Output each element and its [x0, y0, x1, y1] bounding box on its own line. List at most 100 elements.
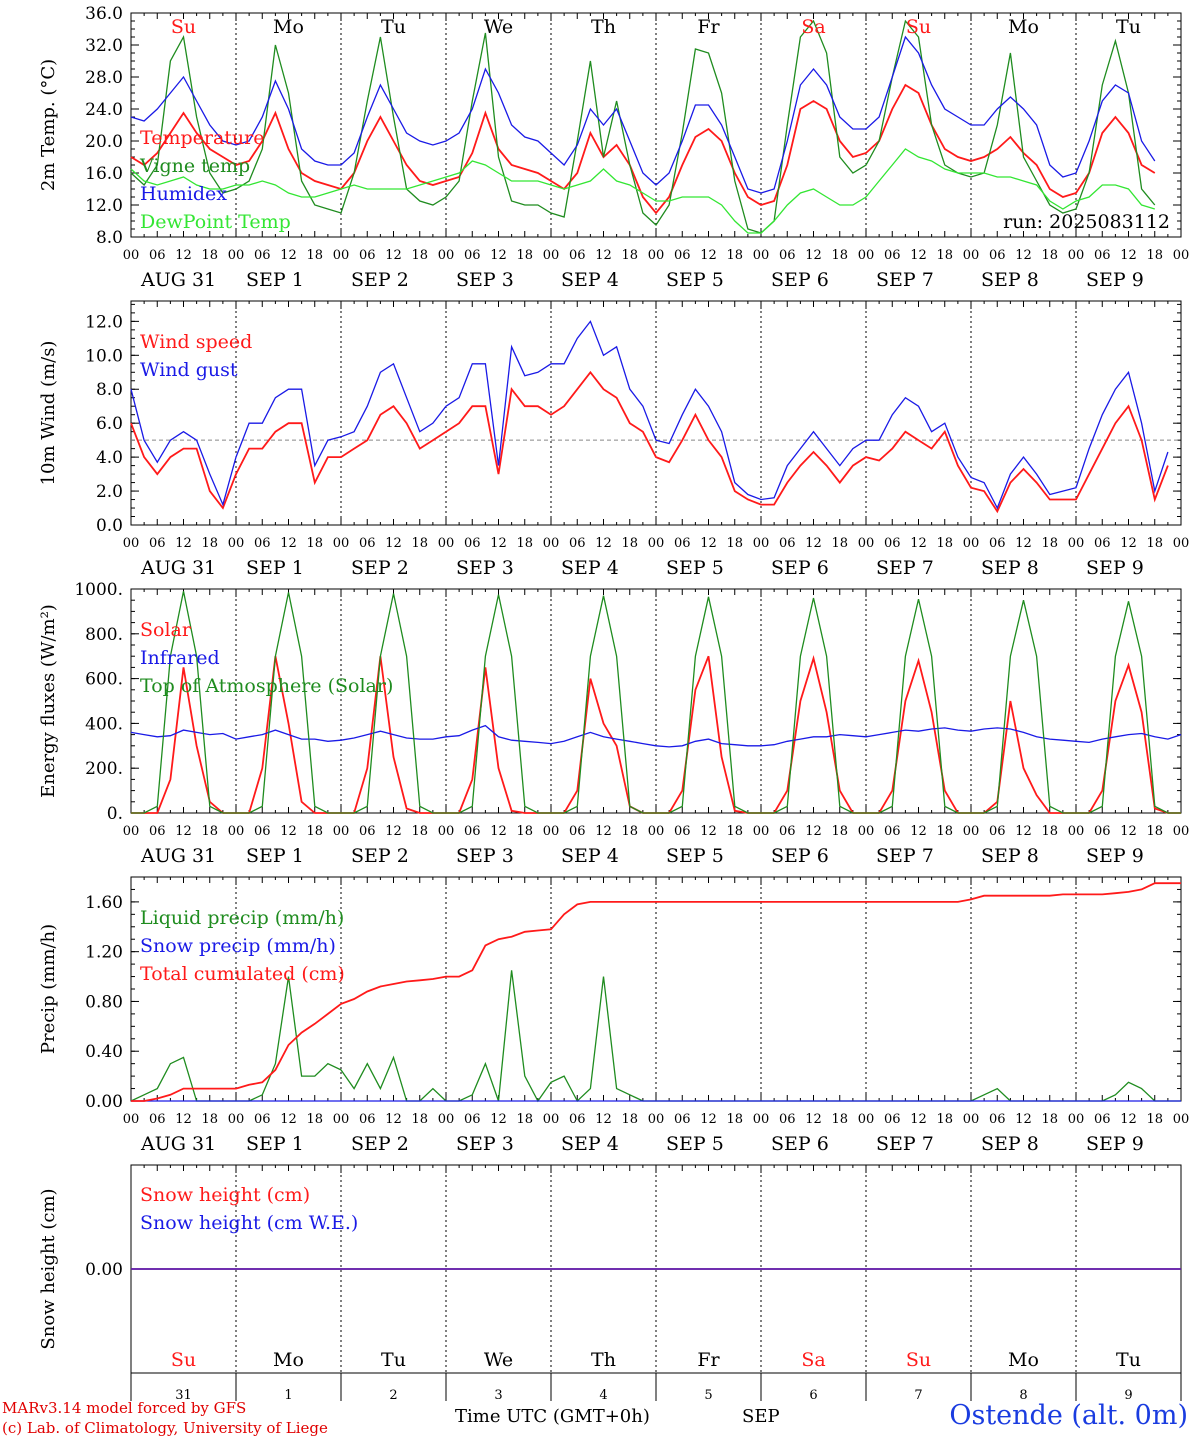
series-line-infrared: [130, 724, 1182, 748]
x-hour-label: 12: [490, 824, 507, 839]
x-hour-label: 00: [228, 1112, 245, 1127]
x-hour-label: 12: [280, 248, 297, 263]
y-tick-label: 8.0: [96, 228, 123, 248]
x-hour-label: 18: [516, 824, 533, 839]
x-hour-label: 12: [1120, 824, 1137, 839]
day-number-label: 9: [1124, 1388, 1132, 1403]
x-hour-label: 06: [359, 536, 376, 551]
x-hour-label: 18: [201, 1112, 218, 1127]
x-hour-label: 00: [963, 824, 980, 839]
x-hour-label: 12: [280, 536, 297, 551]
weekday-label: Tu: [381, 16, 406, 38]
x-hour-label: 18: [411, 1112, 428, 1127]
x-hour-label: 00: [123, 248, 140, 263]
series-line-vigne-temp: [130, 19, 1156, 234]
weekday-label: Mo: [273, 1349, 304, 1371]
y-tick-label: 0.0: [96, 516, 123, 536]
x-hour-label: 00: [333, 824, 350, 839]
y-tick-label: 28.0: [85, 68, 123, 88]
x-date-label: SEP 2: [351, 269, 409, 291]
x-hour-label: 18: [306, 248, 323, 263]
x-hour-label: 00: [648, 536, 665, 551]
y-tick-label: 8.0: [96, 380, 123, 400]
x-hour-label: 18: [831, 1112, 848, 1127]
y-axis-label: 10m Wind (m/s): [38, 341, 59, 486]
x-hour-label: 18: [1041, 536, 1058, 551]
y-tick-label: 4.0: [96, 448, 123, 468]
x-hour-label: 12: [700, 536, 717, 551]
x-date-label: SEP 2: [351, 845, 409, 867]
x-hour-label: 18: [516, 248, 533, 263]
x-hour-label: 18: [621, 536, 638, 551]
x-hour-label: 00: [963, 536, 980, 551]
y-tick-label: 32.0: [85, 36, 123, 56]
month-label: SEP: [742, 1406, 780, 1427]
day-number-label: 8: [1019, 1388, 1027, 1403]
x-hour-label: 12: [385, 536, 402, 551]
x-hour-label: 06: [989, 536, 1006, 551]
x-date-label: SEP 7: [876, 269, 934, 291]
x-hour-label: 00: [123, 536, 140, 551]
x-date-label: SEP 1: [246, 269, 304, 291]
x-hour-label: 00: [1173, 824, 1190, 839]
x-hour-label: 18: [621, 824, 638, 839]
x-hour-label: 18: [621, 1112, 638, 1127]
x-hour-label: 12: [490, 248, 507, 263]
weekday-label: Th: [591, 1349, 616, 1371]
x-hour-label: 18: [1041, 1112, 1058, 1127]
x-date-label: SEP 2: [351, 1133, 409, 1155]
x-hour-label: 00: [123, 1112, 140, 1127]
weekday-label: Tu: [1116, 1349, 1141, 1371]
x-hour-label: 12: [910, 536, 927, 551]
x-hour-label: 06: [674, 248, 691, 263]
x-hour-label: 18: [411, 248, 428, 263]
weekday-label: Mo: [1008, 1349, 1039, 1371]
day-number-label: 3: [494, 1388, 502, 1403]
y-tick-label: 400.: [85, 714, 123, 734]
x-hour-label: 00: [438, 824, 455, 839]
x-date-label: SEP 9: [1086, 1133, 1144, 1155]
x-hour-label: 12: [595, 536, 612, 551]
x-hour-label: 00: [858, 824, 875, 839]
model-credit: MARv3.14 model forced by GFS: [2, 1399, 247, 1417]
x-hour-label: 18: [306, 824, 323, 839]
x-date-label: SEP 9: [1086, 845, 1144, 867]
x-hour-label: 12: [700, 824, 717, 839]
day-number-label: 31: [175, 1388, 192, 1403]
x-date-label: SEP 3: [456, 845, 514, 867]
x-hour-label: 12: [805, 536, 822, 551]
x-hour-label: 12: [490, 536, 507, 551]
x-hour-label: 06: [1094, 1112, 1111, 1127]
day-number-label: 5: [704, 1388, 712, 1403]
x-hour-label: 06: [674, 824, 691, 839]
legend-entry: Total cumulated (cm): [140, 963, 345, 985]
y-tick-label: 1000.: [74, 580, 123, 600]
x-hour-label: 12: [595, 248, 612, 263]
legend-entry: Snow height (cm W.E.): [140, 1212, 358, 1234]
x-date-label: SEP 8: [981, 269, 1039, 291]
x-hour-label: 00: [228, 248, 245, 263]
x-date-label: SEP 4: [561, 1133, 619, 1155]
x-hour-label: 00: [438, 1112, 455, 1127]
x-hour-label: 18: [201, 248, 218, 263]
x-hour-label: 18: [1146, 824, 1163, 839]
x-date-label: SEP 5: [666, 557, 724, 579]
x-date-label: SEP 4: [561, 845, 619, 867]
x-hour-label: 12: [595, 824, 612, 839]
x-hour-label: 00: [1068, 824, 1085, 839]
y-tick-label: 200.: [85, 759, 123, 779]
series-line-temperature: [130, 83, 1156, 215]
weekday-label: Tu: [381, 1349, 406, 1371]
x-date-label: AUG 31: [140, 1133, 216, 1155]
weekday-label: Su: [171, 16, 196, 38]
x-hour-label: 06: [884, 536, 901, 551]
x-hour-label: 06: [989, 824, 1006, 839]
x-hour-label: 18: [516, 1112, 533, 1127]
x-hour-label: 18: [306, 1112, 323, 1127]
x-date-label: AUG 31: [140, 557, 216, 579]
legend-entry: Liquid precip (mm/h): [140, 907, 344, 929]
x-hour-label: 00: [543, 248, 560, 263]
x-hour-label: 06: [779, 1112, 796, 1127]
station-name: Ostende (alt. 0m): [949, 1400, 1188, 1431]
x-hour-label: 06: [359, 1112, 376, 1127]
